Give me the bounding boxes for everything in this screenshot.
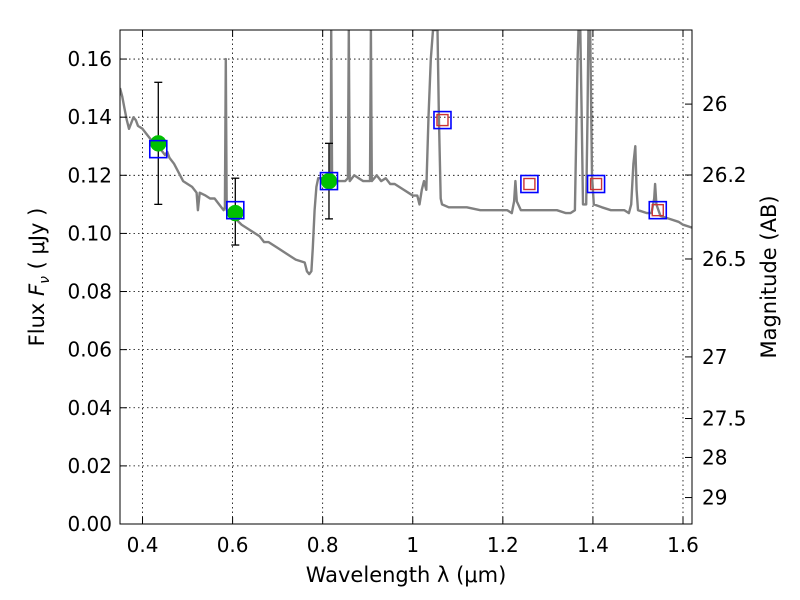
y-axis-label-symbol: F [25, 283, 49, 296]
upper-limit-square [651, 203, 664, 217]
y2-tick-label: 26.5 [702, 247, 747, 271]
x-tick-label: 1 [406, 533, 419, 557]
y2-tick-label: 26 [702, 92, 727, 116]
model-band-square [433, 110, 452, 130]
x-tick-label: 1.6 [667, 533, 699, 557]
model-band-square [319, 171, 339, 191]
observed-point [320, 172, 338, 190]
observed-point [150, 135, 167, 152]
x-tick-label: 0.4 [127, 533, 159, 557]
x-tick-label: 0.6 [217, 533, 249, 557]
y-tick-label: 0.10 [67, 221, 112, 245]
x-tick-label: 1.4 [577, 533, 609, 557]
upper-limit-square [589, 177, 603, 191]
y-tick-label: 0.12 [67, 163, 112, 187]
y-tick-label: 0.08 [67, 280, 112, 304]
spectrum-layer [120, 30, 692, 276]
model-band-square [148, 139, 168, 159]
y2-tick-label: 27.5 [702, 407, 747, 431]
x-axis-label: Wavelength λ (μm) [306, 563, 507, 587]
upper-limit-square [436, 113, 449, 127]
y-tick-label: 0.16 [67, 47, 112, 71]
y-axis-label: Flux Fν ( μJy ) [25, 208, 53, 347]
upper-limit-square [523, 177, 536, 191]
y2-axis-label: Magnitude (AB) [757, 195, 781, 358]
y2-tick-label: 26.2 [702, 163, 747, 187]
y2-tick-label: 27 [702, 345, 727, 369]
y-tick-label: 0.02 [67, 454, 112, 478]
x-tick-label: 0.8 [307, 533, 339, 557]
model-band-square [586, 174, 606, 194]
y-axis-label-flux: Flux [25, 296, 49, 346]
model-band-square [226, 200, 245, 220]
y2-tick-label: 29 [702, 486, 727, 510]
y-tick-label: 0.04 [67, 396, 112, 420]
tick-layer: 0.4 0.6 0.8 1 1.2 1.4 1.6 0.00 0.02 0.04 0.06 0.08 0… [67, 30, 747, 557]
y-tick-label: 0.00 [67, 512, 112, 536]
x-tick-label: 1.2 [487, 533, 519, 557]
model-band-square [648, 200, 668, 220]
y-axis-label-unit: ( μJy ) [25, 208, 49, 276]
y-tick-label: 0.14 [67, 105, 112, 129]
y-axis-label-subscript: ν [37, 276, 53, 284]
marker-layer [148, 110, 668, 222]
model-band-square [520, 174, 539, 194]
y2-tick-label: 28 [702, 445, 727, 469]
model-spectrum-line [120, 30, 692, 276]
y-tick-label: 0.06 [67, 338, 112, 362]
plot-frame [119, 29, 693, 525]
